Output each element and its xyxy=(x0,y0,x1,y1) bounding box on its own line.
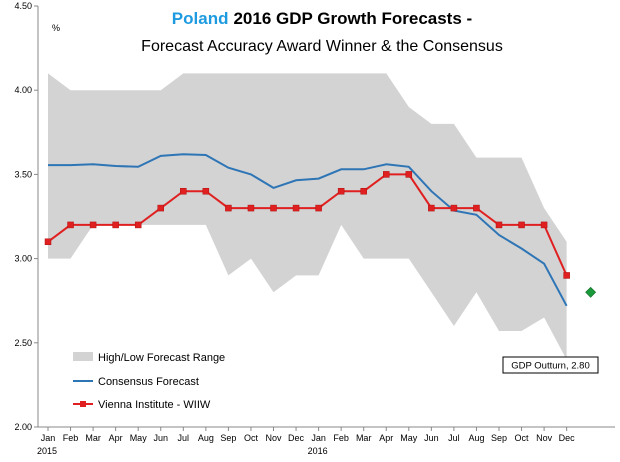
vienna-marker xyxy=(180,187,187,195)
title-rest: 2016 GDP Growth Forecasts - xyxy=(233,9,472,28)
x-tick-label: Mar xyxy=(85,433,101,443)
x-year-label: 2015 xyxy=(37,446,57,456)
vienna-marker xyxy=(225,204,232,212)
legend: High/Low Forecast Range Consensus Forecas… xyxy=(73,352,225,411)
y-axis-unit: % xyxy=(52,23,60,33)
x-tick-label: Jul xyxy=(448,433,460,443)
vienna-marker xyxy=(270,204,277,212)
vienna-marker xyxy=(292,204,300,212)
vienna-marker xyxy=(360,187,367,195)
vienna-marker xyxy=(473,204,480,212)
y-tick-label: 3.00 xyxy=(14,254,32,264)
vienna-marker xyxy=(405,171,413,178)
x-tick-label: Jul xyxy=(178,433,190,443)
vienna-marker xyxy=(44,238,52,246)
x-tick-label: Dec xyxy=(288,433,305,443)
vienna-marker xyxy=(134,221,142,229)
y-tick-label: 3.50 xyxy=(14,169,32,179)
x-tick-label: Aug xyxy=(468,433,484,443)
x-tick-label: Apr xyxy=(109,433,123,443)
x-tick-label: Oct xyxy=(515,433,530,443)
vienna-marker xyxy=(112,221,119,229)
consensus-line xyxy=(48,153,568,307)
outturn-layer: GDP Outturn, 2.80 xyxy=(502,286,599,374)
x-tick-label: Jan xyxy=(41,433,56,443)
axis-layer: 2.00 2.50 3.00 3.50 4.00 4.50 Jan Feb Mar Apr May J… xyxy=(14,1,615,456)
series-layer xyxy=(44,153,570,307)
range-band xyxy=(48,73,567,360)
y-tick-label: 2.50 xyxy=(14,338,32,348)
vienna-marker xyxy=(247,204,255,212)
vienna-marker xyxy=(450,204,458,212)
x-tick-label: May xyxy=(130,433,148,443)
y-tick-label: 4.50 xyxy=(14,1,32,11)
vienna-marker xyxy=(495,221,503,229)
range-layer xyxy=(48,73,567,360)
x-tick-label: Nov xyxy=(536,433,553,443)
vienna-marker xyxy=(428,204,435,212)
y-tick-label: 2.00 xyxy=(14,422,32,432)
vienna-marker xyxy=(540,221,548,229)
outturn-label: GDP Outturn, 2.80 xyxy=(511,361,590,372)
x-tick-label: Aug xyxy=(198,433,214,443)
chart-subtitle: Forecast Accuracy Award Winner & the Con… xyxy=(141,38,503,55)
vienna-marker xyxy=(337,187,345,195)
legend-label-range: High/Low Forecast Range xyxy=(98,352,225,364)
x-tick-label: Apr xyxy=(379,433,393,443)
outturn-label-box xyxy=(502,356,599,374)
x-tick-label: Jun xyxy=(153,433,168,443)
title-highlight: Poland xyxy=(172,9,229,28)
x-tick-label: Mar xyxy=(356,433,372,443)
x-tick-label: May xyxy=(400,433,418,443)
vienna-marker xyxy=(563,272,570,279)
x-tick-label: Oct xyxy=(244,433,259,443)
vienna-marker xyxy=(157,204,164,212)
y-tick-label: 4.00 xyxy=(14,85,32,95)
x-tick-label: Sep xyxy=(220,433,236,443)
x-tick-label: Jan xyxy=(311,433,326,443)
x-tick-label: Dec xyxy=(559,433,576,443)
vienna-marker xyxy=(383,171,390,178)
x-year-label: 2016 xyxy=(308,446,328,456)
x-tick-label: Feb xyxy=(333,433,349,443)
legend-label-consensus: Consensus Forecast xyxy=(98,376,199,388)
legend-swatch-range xyxy=(73,352,93,361)
x-tick-label: Sep xyxy=(491,433,507,443)
x-tick-label: Jun xyxy=(424,433,439,443)
x-tick-label: Feb xyxy=(63,433,79,443)
vienna-marker xyxy=(518,221,525,229)
vienna-marker xyxy=(89,221,97,229)
outturn-marker xyxy=(585,286,597,298)
vienna-marker xyxy=(315,204,322,212)
vienna-line xyxy=(47,173,568,276)
vienna-marker xyxy=(67,221,74,229)
vienna-marker xyxy=(202,187,210,195)
legend-label-vienna: Vienna Institute - WIIW xyxy=(98,399,211,411)
x-tick-label: Nov xyxy=(265,433,282,443)
chart-title: Poland 2016 GDP Growth Forecasts - xyxy=(172,9,472,28)
legend-marker-vienna xyxy=(80,401,86,407)
